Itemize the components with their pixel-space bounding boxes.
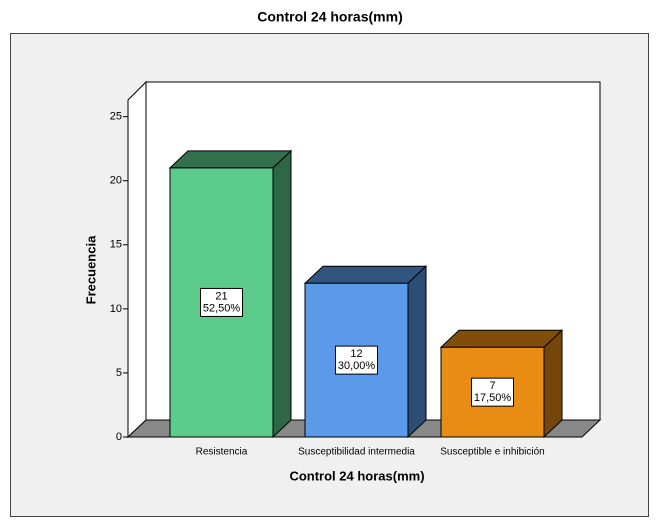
bar-top	[168, 150, 293, 169]
value-label-box	[335, 345, 378, 375]
percent-label: 30,00%	[338, 360, 376, 372]
chart-title: Control 24 horas(mm)	[257, 9, 402, 25]
x-tick-label: Resistencia	[196, 447, 248, 458]
x-tick-label: Susceptible e inhibición	[440, 447, 545, 458]
value-label: 12	[350, 348, 362, 360]
y-tick-label: 10	[110, 303, 122, 315]
y-tick-label: 5	[116, 367, 122, 379]
y-tick-label: 15	[110, 239, 122, 251]
bar	[168, 149, 293, 439]
bar-top	[303, 265, 428, 284]
value-label: 21	[215, 290, 227, 302]
y-tick-label: 20	[110, 175, 122, 187]
percent-label: 52,50%	[203, 302, 241, 314]
bar-side	[407, 265, 427, 439]
bar-top	[439, 329, 564, 348]
percent-label: 17,50%	[474, 392, 512, 404]
x-axis-label: Control 24 horas(mm)	[289, 468, 424, 483]
value-label-box	[200, 287, 243, 317]
y-tick-label: 0	[116, 431, 122, 443]
bar-side	[272, 149, 292, 439]
x-tick-label: Susceptibilidad intermedia	[298, 447, 415, 458]
bar-side	[543, 329, 563, 439]
y-tick-label: 25	[110, 111, 122, 123]
value-label: 7	[489, 380, 495, 392]
value-label-box	[471, 377, 514, 407]
side-wall	[127, 80, 147, 439]
y-axis-label: Frecuencia	[83, 235, 98, 304]
